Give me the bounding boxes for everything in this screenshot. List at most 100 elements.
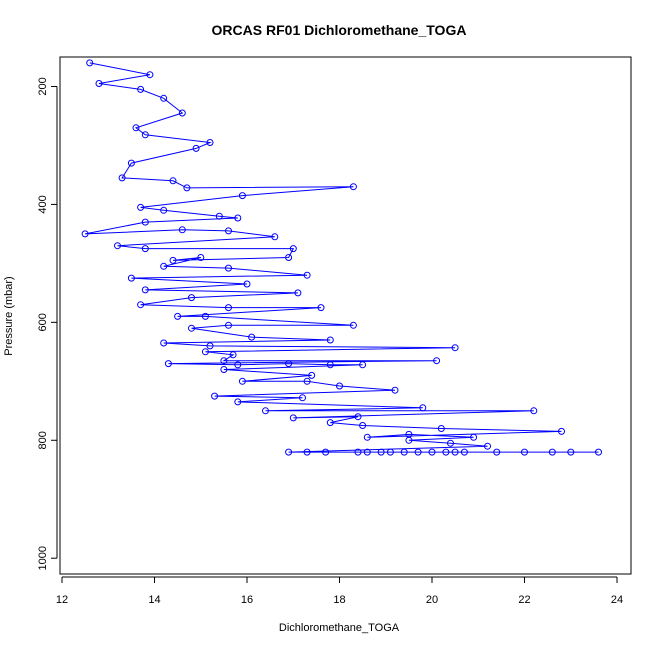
data-point — [178, 109, 186, 117]
y-tick-label: 600 — [37, 313, 49, 331]
y-tick-label: 200 — [37, 77, 49, 95]
data-point — [141, 131, 149, 139]
data-point — [81, 230, 89, 238]
data-point — [127, 274, 135, 282]
data-point — [192, 144, 200, 152]
data-point — [183, 184, 191, 192]
series-line — [85, 62, 599, 453]
data-point — [201, 312, 209, 320]
data-point — [225, 304, 232, 312]
data-point — [521, 448, 528, 456]
data-point — [484, 442, 491, 450]
data-point — [308, 371, 316, 379]
data-point — [220, 366, 228, 373]
data-point — [442, 448, 450, 456]
data-point — [225, 264, 232, 272]
data-point — [460, 448, 468, 456]
data-point — [359, 361, 367, 369]
data-point — [169, 177, 177, 185]
data-point — [234, 361, 242, 369]
data-point — [160, 339, 168, 347]
data-point — [118, 174, 126, 182]
data-point — [470, 433, 478, 441]
data-point — [220, 357, 228, 365]
data-point — [188, 294, 195, 302]
data-point — [317, 304, 325, 312]
data-point — [354, 413, 362, 421]
data-point — [400, 448, 408, 456]
data-point — [95, 80, 103, 87]
x-tick-label: 24 — [611, 594, 623, 606]
data-point — [595, 448, 602, 456]
data-point — [354, 448, 362, 456]
data-point — [303, 377, 311, 385]
data-point — [206, 342, 214, 350]
y-tick-label: 1000 — [37, 546, 49, 570]
data-point — [349, 321, 357, 329]
data-point — [386, 448, 394, 456]
chart-title: ORCAS RF01 Dichloromethane_TOGA — [212, 22, 467, 38]
x-tick-label: 20 — [426, 594, 438, 606]
x-axis: 12 14 16 18 20 22 24 — [56, 576, 623, 606]
data-point — [530, 407, 538, 415]
data-point — [160, 262, 168, 270]
data-point — [567, 448, 575, 456]
data-point — [169, 256, 177, 264]
data-point — [294, 289, 302, 297]
data-point — [141, 245, 149, 253]
data-point — [322, 448, 330, 456]
data-point — [336, 382, 343, 390]
data-point — [262, 407, 269, 415]
data-point — [493, 448, 501, 456]
x-tick-label: 14 — [148, 594, 160, 606]
data-point — [211, 392, 219, 400]
data-point — [141, 218, 149, 226]
x-tick-label: 22 — [518, 594, 530, 606]
data-point — [234, 214, 242, 222]
data-point — [229, 351, 237, 359]
data-point — [285, 360, 293, 368]
x-tick-label: 12 — [56, 594, 68, 606]
series-layer — [81, 59, 602, 456]
data-point — [391, 386, 399, 394]
data-point — [160, 206, 168, 214]
plot-frame — [59, 56, 632, 575]
data-point — [548, 448, 556, 456]
data-point — [433, 357, 441, 365]
data-point — [271, 233, 279, 241]
data-point — [428, 448, 436, 456]
data-point — [234, 398, 242, 406]
data-point — [419, 404, 427, 412]
data-point — [160, 94, 168, 102]
data-point — [114, 242, 121, 250]
data-point — [326, 419, 334, 427]
data-point — [86, 59, 94, 67]
data-point — [289, 245, 297, 253]
data-point — [243, 280, 251, 288]
data-point — [174, 312, 182, 320]
data-point — [201, 348, 209, 356]
data-point — [451, 344, 459, 352]
data-point — [164, 360, 172, 368]
data-point — [225, 321, 232, 329]
data-point — [303, 448, 311, 456]
data-point — [141, 286, 149, 294]
x-tick-label: 16 — [241, 594, 253, 606]
data-point — [127, 159, 135, 167]
data-point — [289, 414, 297, 422]
data-point — [363, 433, 371, 441]
data-point — [137, 203, 145, 211]
data-point — [451, 448, 459, 456]
data-point — [414, 448, 422, 456]
data-point — [137, 301, 145, 309]
y-tick-label: 800 — [37, 431, 49, 449]
data-point — [326, 336, 334, 344]
data-point — [178, 226, 186, 234]
data-point — [303, 271, 311, 279]
data-point — [238, 377, 246, 385]
data-point — [285, 448, 293, 456]
data-point — [377, 448, 385, 456]
data-point — [359, 422, 367, 429]
data-point — [405, 436, 413, 444]
x-tick-label: 18 — [333, 594, 345, 606]
